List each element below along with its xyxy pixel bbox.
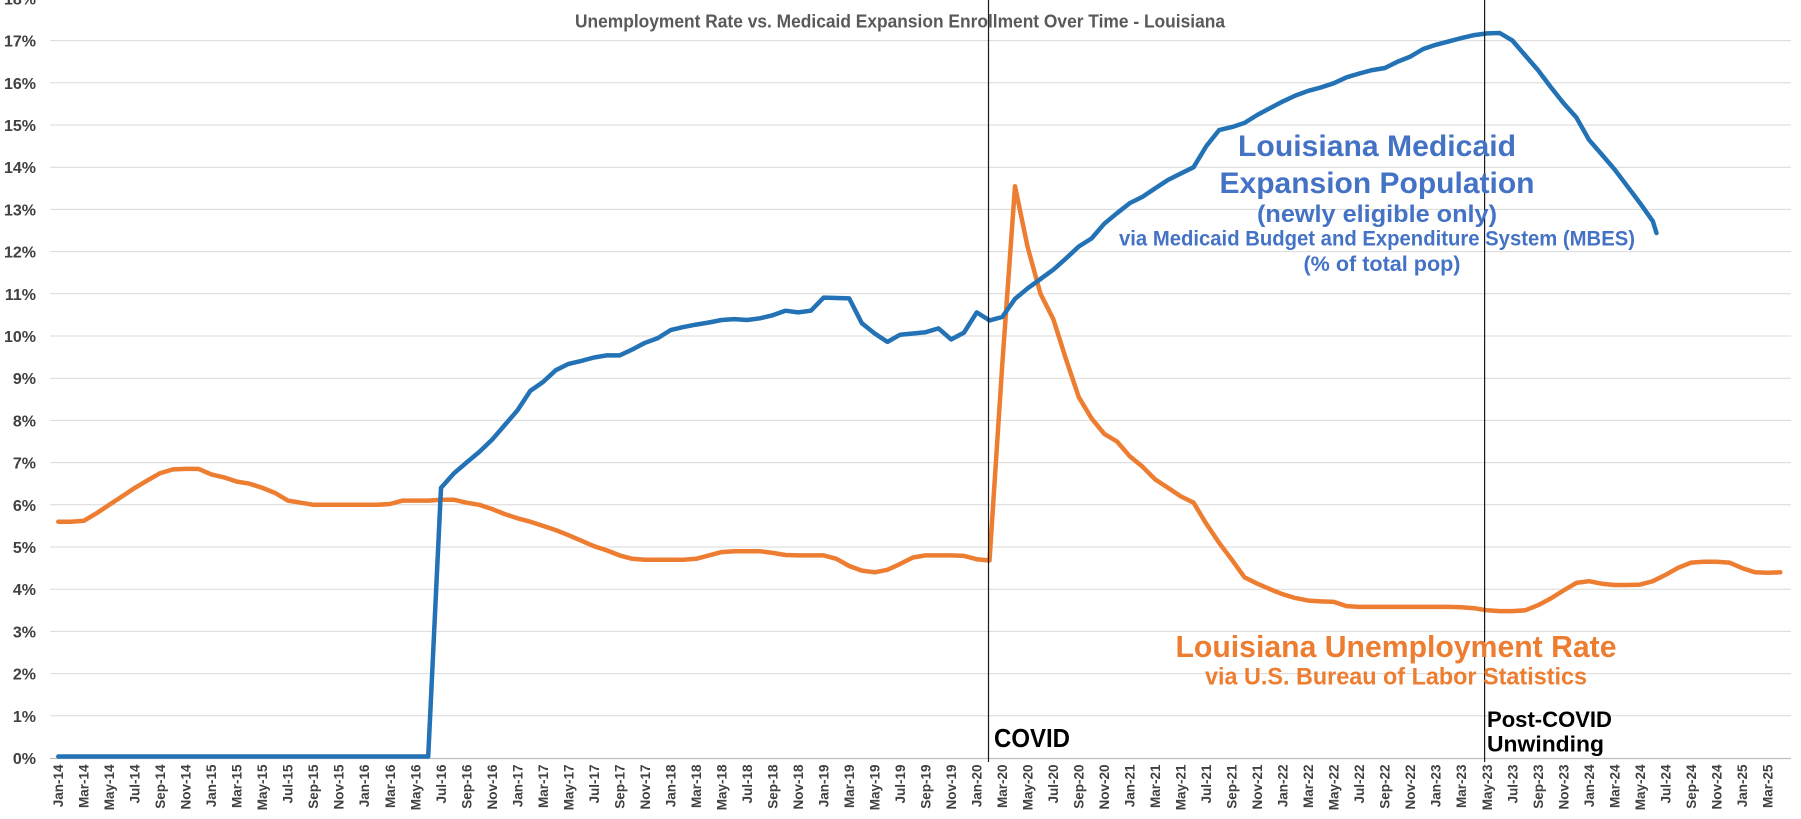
- svg-text:Jan-14: Jan-14: [51, 764, 66, 807]
- svg-text:Jul-20: Jul-20: [1046, 765, 1061, 804]
- svg-text:11%: 11%: [5, 287, 36, 304]
- svg-text:Mar-17: Mar-17: [536, 765, 551, 809]
- svg-text:May-23: May-23: [1480, 764, 1495, 810]
- svg-text:Mar-19: Mar-19: [842, 765, 857, 809]
- svg-text:Jan-22: Jan-22: [1276, 765, 1291, 808]
- svg-text:May-14: May-14: [102, 764, 117, 810]
- svg-text:(% of total pop): (% of total pop): [1304, 253, 1461, 276]
- svg-text:Nov-17: Nov-17: [638, 765, 653, 810]
- svg-text:(newly eligible only): (newly eligible only): [1257, 201, 1497, 228]
- svg-text:Jan-18: Jan-18: [663, 764, 678, 807]
- svg-text:14%: 14%: [4, 160, 36, 177]
- svg-text:9%: 9%: [13, 371, 36, 388]
- svg-text:via U.S. Bureau of Labor Stati: via U.S. Bureau of Labor Statistics: [1205, 664, 1587, 691]
- svg-text:Louisiana Unemployment Rate: Louisiana Unemployment Rate: [1176, 629, 1617, 664]
- svg-text:Jan-24: Jan-24: [1582, 764, 1597, 807]
- svg-text:Mar-18: Mar-18: [689, 764, 704, 808]
- svg-text:Jul-14: Jul-14: [128, 764, 143, 804]
- svg-text:Jul-18: Jul-18: [740, 764, 755, 804]
- svg-text:May-24: May-24: [1633, 764, 1648, 810]
- svg-text:Nov-22: Nov-22: [1403, 765, 1418, 810]
- svg-text:Louisiana Medicaid: Louisiana Medicaid: [1238, 130, 1516, 163]
- svg-text:May-16: May-16: [408, 764, 423, 810]
- svg-text:Mar-14: Mar-14: [77, 764, 92, 808]
- svg-text:Sep-20: Sep-20: [1072, 765, 1087, 809]
- svg-text:Nov-23: Nov-23: [1556, 764, 1571, 810]
- svg-text:Jul-22: Jul-22: [1352, 765, 1367, 804]
- svg-text:Sep-21: Sep-21: [1225, 764, 1240, 809]
- svg-text:Jan-20: Jan-20: [970, 765, 985, 808]
- svg-text:Nov-19: Nov-19: [944, 765, 959, 810]
- svg-text:Nov-15: Nov-15: [332, 764, 347, 810]
- svg-text:8%: 8%: [13, 413, 36, 430]
- svg-text:May-19: May-19: [868, 765, 883, 811]
- svg-text:Jul-16: Jul-16: [434, 764, 449, 804]
- svg-text:Mar-16: Mar-16: [383, 764, 398, 808]
- svg-text:COVID: COVID: [994, 723, 1070, 753]
- svg-text:Sep-16: Sep-16: [459, 764, 474, 809]
- svg-text:Sep-24: Sep-24: [1684, 764, 1699, 809]
- svg-text:Mar-22: Mar-22: [1301, 765, 1316, 809]
- svg-text:May-17: May-17: [561, 765, 576, 811]
- svg-text:5%: 5%: [13, 540, 36, 557]
- svg-text:Sep-22: Sep-22: [1378, 765, 1393, 809]
- svg-text:1%: 1%: [13, 709, 36, 726]
- svg-text:Jul-15: Jul-15: [281, 764, 296, 804]
- svg-text:12%: 12%: [4, 245, 36, 262]
- svg-text:May-15: May-15: [255, 764, 270, 810]
- svg-text:May-18: May-18: [714, 764, 729, 810]
- svg-text:17%: 17%: [4, 34, 36, 51]
- svg-text:Nov-18: Nov-18: [791, 764, 806, 810]
- svg-text:Mar-15: Mar-15: [230, 764, 245, 808]
- svg-text:Jul-19: Jul-19: [893, 765, 908, 804]
- svg-text:Nov-14: Nov-14: [179, 764, 194, 810]
- svg-text:4%: 4%: [13, 582, 36, 599]
- svg-text:15%: 15%: [4, 118, 36, 135]
- svg-text:via Medicaid Budget and Expend: via Medicaid Budget and Expenditure Syst…: [1119, 228, 1635, 251]
- svg-text:Jan-16: Jan-16: [357, 764, 372, 807]
- svg-text:Sep-15: Sep-15: [306, 764, 321, 809]
- svg-text:Jul-23: Jul-23: [1505, 764, 1520, 804]
- svg-text:Jul-17: Jul-17: [587, 765, 602, 804]
- svg-text:Jan-21: Jan-21: [1123, 764, 1138, 807]
- svg-text:May-20: May-20: [1021, 765, 1036, 811]
- svg-text:May-22: May-22: [1327, 765, 1342, 811]
- svg-text:7%: 7%: [13, 456, 36, 473]
- svg-text:Unwinding: Unwinding: [1487, 732, 1604, 757]
- svg-text:Jul-24: Jul-24: [1658, 764, 1673, 804]
- svg-text:Jan-25: Jan-25: [1735, 764, 1750, 807]
- svg-text:Sep-23: Sep-23: [1531, 764, 1546, 809]
- svg-text:Jan-19: Jan-19: [817, 765, 832, 808]
- svg-text:Post-COVID: Post-COVID: [1487, 707, 1612, 732]
- svg-text:Nov-20: Nov-20: [1097, 765, 1112, 810]
- svg-text:Mar-24: Mar-24: [1607, 764, 1622, 808]
- svg-text:Sep-14: Sep-14: [153, 764, 168, 809]
- svg-text:2%: 2%: [13, 667, 36, 684]
- svg-text:Jan-23: Jan-23: [1429, 764, 1444, 807]
- svg-text:3%: 3%: [13, 624, 36, 641]
- svg-text:Nov-21: Nov-21: [1250, 764, 1265, 810]
- svg-text:Mar-21: Mar-21: [1148, 764, 1163, 808]
- svg-text:13%: 13%: [4, 202, 36, 219]
- svg-text:0%: 0%: [13, 751, 36, 768]
- svg-text:Sep-19: Sep-19: [919, 765, 934, 809]
- svg-text:Mar-23: Mar-23: [1454, 764, 1469, 808]
- svg-text:6%: 6%: [13, 498, 36, 515]
- svg-text:Nov-24: Nov-24: [1709, 764, 1724, 810]
- svg-text:18%: 18%: [4, 0, 36, 8]
- svg-text:Jan-15: Jan-15: [204, 764, 219, 807]
- svg-text:Mar-20: Mar-20: [995, 765, 1010, 809]
- svg-text:Jul-21: Jul-21: [1199, 764, 1214, 804]
- svg-text:10%: 10%: [4, 329, 36, 346]
- svg-text:Expansion Population: Expansion Population: [1220, 167, 1535, 200]
- svg-text:Jan-17: Jan-17: [510, 765, 525, 808]
- svg-text:16%: 16%: [4, 76, 36, 93]
- svg-text:Mar-25: Mar-25: [1760, 764, 1775, 808]
- svg-text:Sep-18: Sep-18: [765, 764, 780, 809]
- svg-text:Unemployment Rate vs. Medicaid: Unemployment Rate vs. Medicaid Expansion…: [575, 11, 1226, 32]
- svg-text:Nov-16: Nov-16: [485, 764, 500, 810]
- svg-text:Sep-17: Sep-17: [612, 765, 627, 809]
- svg-text:May-21: May-21: [1174, 764, 1189, 810]
